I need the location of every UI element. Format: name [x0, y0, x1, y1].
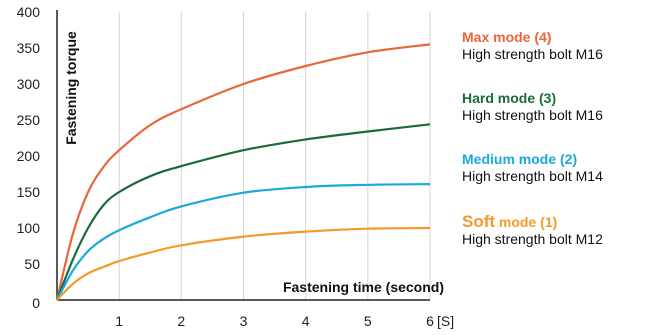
x-tick-label: 2: [177, 313, 185, 329]
legend-name-tail: mode (3): [493, 90, 557, 106]
x-tick-label: 3: [240, 313, 248, 329]
legend-name-tail: mode (4): [489, 29, 552, 45]
y-tick-label: 150: [17, 184, 41, 200]
y-tick-label: 250: [17, 112, 41, 128]
legend-name-lead: Soft: [462, 212, 496, 231]
legend-name-tail: mode (1): [495, 214, 558, 230]
legend-entry-soft: Soft mode (1) High strength bolt M12: [462, 213, 603, 248]
y-tick-label: 50: [24, 256, 40, 272]
legend-name-soft: Soft mode (1): [462, 213, 603, 231]
y-tick-label: 0: [32, 295, 40, 311]
legend-name-hard: Hard mode (3): [462, 90, 603, 107]
legend-name-lead: Max: [462, 29, 490, 45]
y-axis-label: Fastening torque: [63, 31, 79, 145]
legend-name-medium: Medium mode (2): [462, 151, 603, 168]
legend-desc-medium: High strength bolt M14: [462, 168, 603, 184]
series-line-soft: [56, 226, 431, 301]
y-tick-label: 400: [17, 4, 41, 20]
legend-entry-hard: Hard mode (3) High strength bolt M16: [462, 90, 603, 124]
legend-name-lead: Medium: [462, 151, 515, 167]
x-tick-label: 4: [302, 313, 310, 329]
y-tick-label: 100: [17, 220, 41, 236]
legend-name-lead: Hard: [462, 90, 494, 106]
legend-entry-max: Max mode (4) High strength bolt M16: [462, 29, 603, 63]
legend-name-tail: mode (2): [514, 151, 578, 167]
legend-desc-hard: High strength bolt M16: [462, 107, 603, 123]
legend-desc-soft: High strength bolt M12: [462, 231, 603, 247]
vertical-gridlines: [118, 12, 431, 300]
y-tick-label: 300: [17, 76, 41, 92]
series-line-medium: [56, 183, 431, 301]
x-unit-label: [S]: [437, 313, 454, 329]
x-tick-label: 1: [115, 313, 123, 329]
y-tick-label: 200: [17, 148, 41, 164]
legend-name-max: Max mode (4): [462, 29, 603, 46]
legend-entry-medium: Medium mode (2) High strength bolt M14: [462, 151, 603, 185]
series-lines: [55, 43, 431, 301]
y-tick-label: 350: [17, 40, 41, 56]
y-tick-labels: 0 50 100 150 200 250 300 350 400: [17, 4, 41, 311]
x-tick-labels: 1 2 3 4 5 6 [S]: [115, 313, 454, 329]
series-line-max: [55, 43, 431, 301]
series-line-hard: [55, 123, 431, 301]
x-axis-label: Fastening time (second): [283, 279, 444, 295]
legend-desc-max: High strength bolt M16: [462, 46, 603, 62]
x-tick-label: 6: [426, 313, 434, 329]
x-tick-label: 5: [364, 313, 372, 329]
